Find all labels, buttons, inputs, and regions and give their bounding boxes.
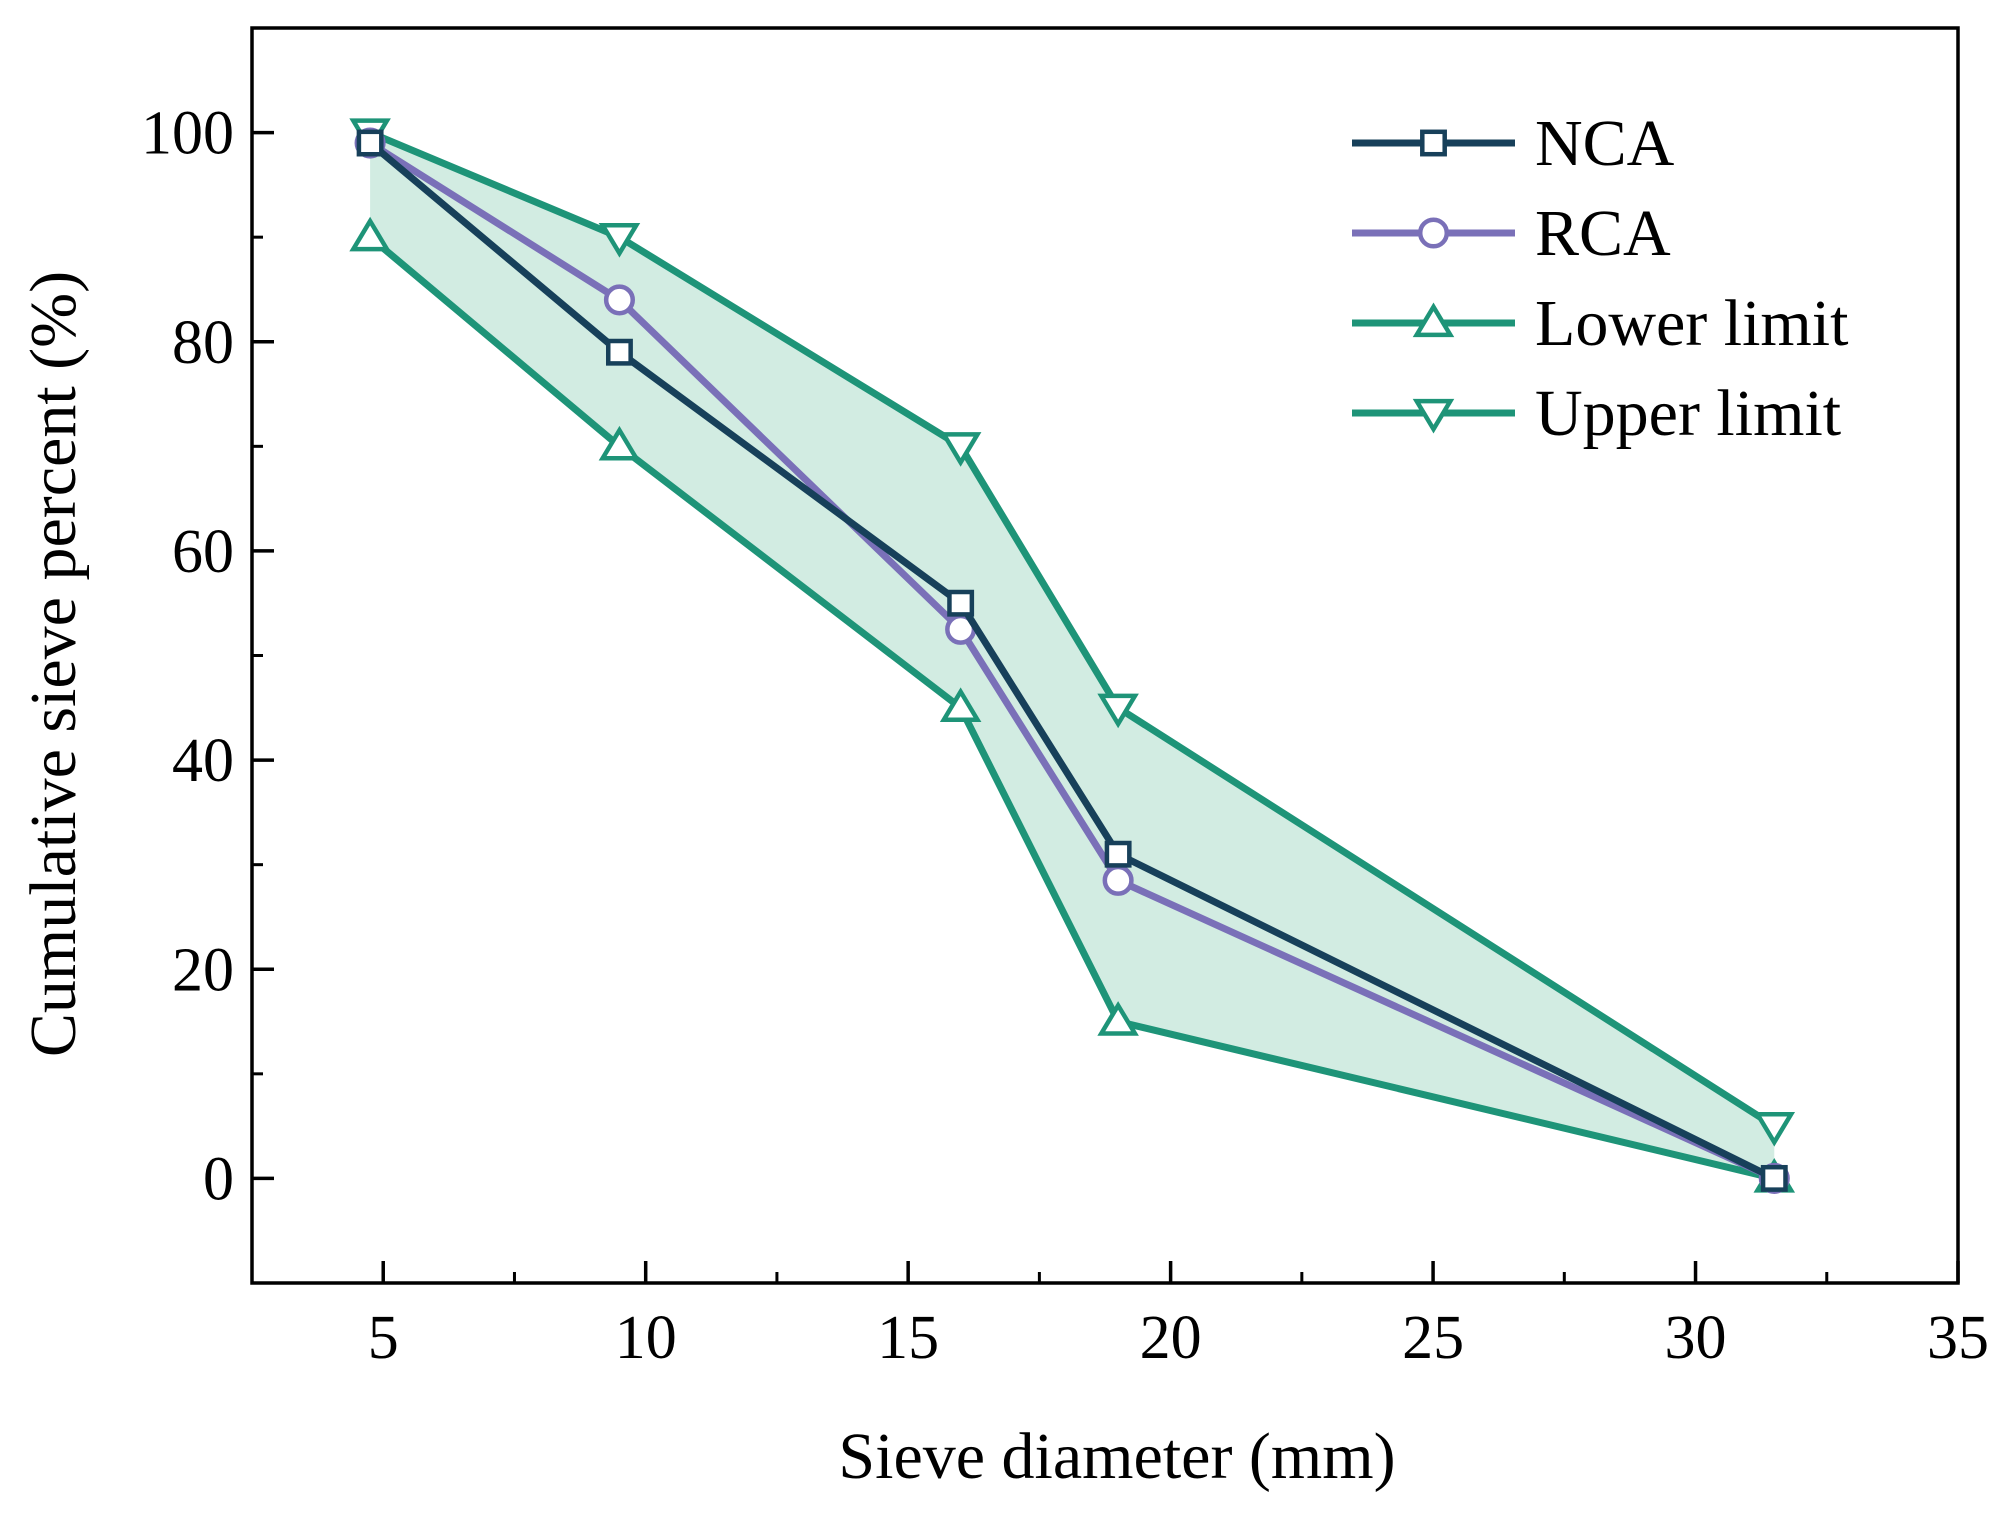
legend-label: NCA: [1535, 107, 1675, 180]
data-point-circle: [1102, 864, 1134, 896]
y-tick-label: 40: [172, 727, 234, 795]
y-tick-label: 100: [141, 100, 234, 168]
x-tick-label: 35: [1927, 1304, 1989, 1372]
data-point-square: [1420, 129, 1447, 157]
data-point-triangle-down: [1753, 1111, 1796, 1147]
data-point-triangle-down: [939, 432, 982, 467]
x-tick-label: 30: [1665, 1304, 1727, 1372]
series-layer: [349, 118, 1796, 1194]
x-axis-title: Sieve diameter (mm): [838, 1420, 1395, 1493]
data-point-square: [605, 338, 633, 366]
x-tick-label: 10: [615, 1304, 677, 1372]
legend-label: Lower limit: [1535, 287, 1848, 360]
y-tick-label: 60: [172, 518, 234, 586]
series-nca: [356, 129, 1788, 1192]
data-point-circle: [1417, 217, 1450, 249]
data-point-triangle-down: [598, 223, 641, 258]
data-point-triangle-up: [939, 687, 982, 722]
legend-label: Upper limit: [1535, 377, 1841, 450]
x-axis-ticks: 5 10 15 20 25 30 35: [368, 1261, 1989, 1372]
y-tick-label: 20: [172, 936, 234, 1004]
data-point-triangle-up: [598, 425, 641, 461]
data-point-triangle-up: [1097, 1001, 1139, 1036]
legend-label: RCA: [1535, 197, 1671, 270]
y-tick-label: 80: [172, 309, 234, 377]
data-point-square: [1760, 1164, 1788, 1192]
x-tick-label: 25: [1402, 1304, 1464, 1372]
y-tick-label: 0: [203, 1145, 234, 1213]
data-point-triangle-up: [349, 216, 391, 252]
data-point-triangle-down: [1097, 693, 1139, 729]
series-upper-limit: [349, 118, 1796, 1147]
data-point-square: [1104, 840, 1132, 868]
data-point-triangle-down: [1412, 398, 1455, 434]
legend: NCA RCA Lower limit Upper limit: [1352, 107, 1848, 450]
data-point-circle: [603, 284, 635, 316]
legend-entry: Lower limit: [1352, 287, 1848, 360]
data-point-square: [356, 129, 384, 157]
x-tick-label: 20: [1140, 1304, 1202, 1372]
y-axis-ticks: 0 20 40 60 80 100: [141, 100, 274, 1213]
legend-entry: NCA: [1352, 107, 1675, 180]
data-point-square: [947, 589, 975, 617]
x-tick-label: 5: [368, 1304, 399, 1372]
y-axis-title: Cumulative sieve percent (%): [17, 271, 90, 1057]
legend-entry: Upper limit: [1352, 377, 1841, 450]
x-tick-label: 15: [877, 1304, 939, 1372]
legend-entry: RCA: [1352, 197, 1671, 270]
data-point-triangle-up: [1412, 302, 1455, 338]
